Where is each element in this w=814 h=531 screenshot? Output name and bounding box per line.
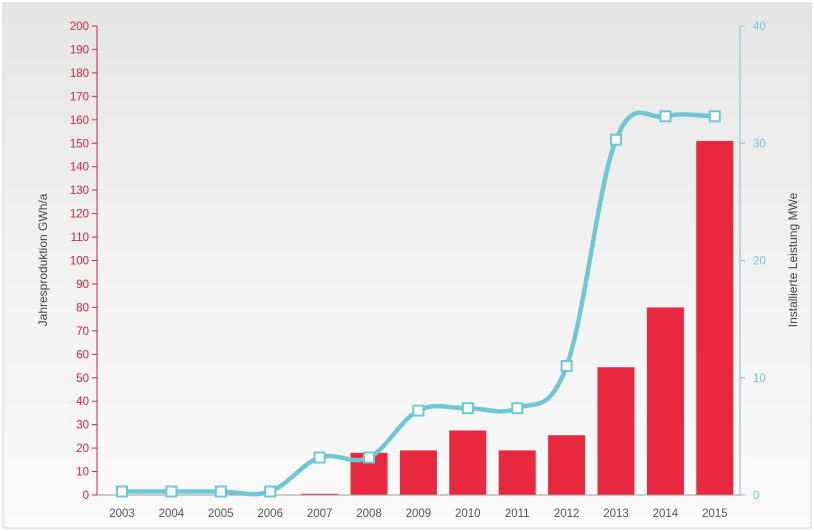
y-axis-left-title: Jahresproduktion GWh/a <box>36 193 50 326</box>
y-tick-left-label: 70 <box>76 326 89 338</box>
y-tick-right-label: 0 <box>753 490 759 502</box>
line-point-2014 <box>659 110 672 123</box>
bar-2015 <box>696 140 734 495</box>
x-tick-label: 2009 <box>406 508 432 520</box>
y-tick-left-label: 200 <box>70 21 89 33</box>
y-tick-left-label: 110 <box>71 232 89 244</box>
line-point-2008 <box>363 451 375 464</box>
y-tick-right-label: 40 <box>753 21 766 33</box>
y-tick-left-label: 140 <box>70 162 89 174</box>
x-tick-label: 2005 <box>208 508 234 520</box>
line-point-2011 <box>511 402 524 415</box>
x-tick-label: 2006 <box>257 508 283 520</box>
y-tick-left-label: 80 <box>76 302 89 314</box>
line-point-2004 <box>165 485 178 498</box>
y-tick-left-label: 60 <box>76 349 89 361</box>
line-point-2012 <box>560 360 573 372</box>
bar-2011 <box>498 450 536 495</box>
y-tick-left-label: 130 <box>70 185 89 197</box>
bar-2009 <box>399 450 437 495</box>
line-point-2015 <box>708 110 721 123</box>
line-point-2010 <box>461 402 474 415</box>
x-tick-label: 2004 <box>159 508 185 520</box>
line-point-2006 <box>264 485 277 498</box>
y-tick-right-label: 20 <box>753 256 766 268</box>
y-tick-left-label: 180 <box>70 68 89 80</box>
bar-2012 <box>548 435 586 495</box>
line-layer <box>116 110 721 498</box>
y-axis-right-title: Installierte Leistung MWe <box>786 192 800 327</box>
x-tick-label: 2003 <box>109 508 135 520</box>
y-tick-left-label: 120 <box>70 209 89 221</box>
x-tick-label: 2008 <box>356 508 382 520</box>
bar-2010 <box>449 430 487 495</box>
bar-2007 <box>301 493 339 495</box>
y-tick-left-label: 150 <box>70 138 89 150</box>
bar-2014 <box>646 307 684 495</box>
x-tick-label: 2010 <box>455 508 481 520</box>
y-tick-left-label: 190 <box>70 44 89 56</box>
line-point-2005 <box>214 485 227 498</box>
line-point-2009 <box>412 404 425 417</box>
y-tick-right-label: 30 <box>753 138 766 150</box>
y-tick-left-label: 160 <box>70 115 89 127</box>
y-tick-left-label: 0 <box>83 490 89 502</box>
x-tick-label: 2014 <box>653 508 679 520</box>
bar-2013 <box>597 367 635 495</box>
y-tick-left-label: 10 <box>76 467 89 479</box>
y-tick-left-label: 170 <box>70 91 89 103</box>
y-tick-left-label: 30 <box>76 420 89 432</box>
x-tick-label: 2013 <box>603 508 629 520</box>
line-point-2007 <box>313 451 326 464</box>
bars-layer <box>301 140 734 495</box>
x-tick-label: 2011 <box>505 508 530 520</box>
line-point-2013 <box>610 133 622 146</box>
x-tick-label: 2015 <box>702 508 728 520</box>
axes-layer: 0102030405060708090100110120130140150160… <box>70 21 766 520</box>
x-tick-label: 2012 <box>554 508 580 520</box>
x-tick-label: 2007 <box>307 508 333 520</box>
labels-layer: Jahresproduktion GWh/a Installierte Leis… <box>36 192 800 327</box>
y-tick-left-label: 90 <box>76 279 89 291</box>
y-tick-right-label: 10 <box>753 373 766 385</box>
y-tick-left-label: 20 <box>76 443 89 455</box>
y-tick-left-label: 50 <box>76 373 89 385</box>
y-tick-left-label: 100 <box>70 256 89 268</box>
y-tick-left-label: 40 <box>76 396 89 408</box>
line-point-2003 <box>116 485 128 498</box>
